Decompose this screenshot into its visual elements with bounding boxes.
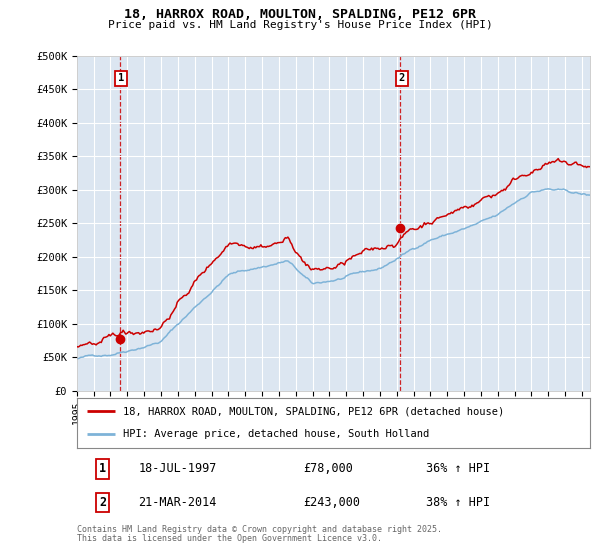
Text: Price paid vs. HM Land Registry's House Price Index (HPI): Price paid vs. HM Land Registry's House … — [107, 20, 493, 30]
Text: Contains HM Land Registry data © Crown copyright and database right 2025.: Contains HM Land Registry data © Crown c… — [77, 525, 442, 534]
Text: 18-JUL-1997: 18-JUL-1997 — [139, 462, 217, 475]
Text: £243,000: £243,000 — [303, 496, 360, 509]
Text: 18, HARROX ROAD, MOULTON, SPALDING, PE12 6PR (detached house): 18, HARROX ROAD, MOULTON, SPALDING, PE12… — [123, 406, 504, 416]
Text: 1: 1 — [99, 462, 106, 475]
Text: 38% ↑ HPI: 38% ↑ HPI — [426, 496, 490, 509]
Text: 2: 2 — [399, 73, 405, 83]
Text: £78,000: £78,000 — [303, 462, 353, 475]
Text: HPI: Average price, detached house, South Holland: HPI: Average price, detached house, Sout… — [123, 430, 429, 440]
Text: 36% ↑ HPI: 36% ↑ HPI — [426, 462, 490, 475]
Text: 21-MAR-2014: 21-MAR-2014 — [139, 496, 217, 509]
Text: This data is licensed under the Open Government Licence v3.0.: This data is licensed under the Open Gov… — [77, 534, 382, 543]
Text: 18, HARROX ROAD, MOULTON, SPALDING, PE12 6PR: 18, HARROX ROAD, MOULTON, SPALDING, PE12… — [124, 8, 476, 21]
Text: 2: 2 — [99, 496, 106, 509]
Text: 1: 1 — [118, 73, 124, 83]
